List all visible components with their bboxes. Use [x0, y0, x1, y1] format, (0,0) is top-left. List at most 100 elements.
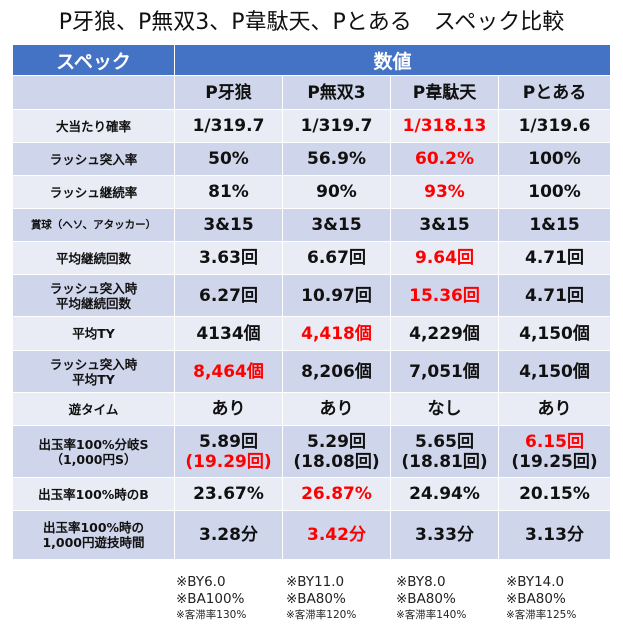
- table-cell: 1/319.7: [282, 109, 391, 143]
- table-cell: 1/319.6: [498, 109, 611, 143]
- table-cell: 100%: [498, 175, 611, 209]
- table-row: ラッシュ突入時 平均TY 8,464個 8,206個 7,051個 4,150個: [12, 350, 611, 393]
- spec-comparison-table: スペック 数値 P牙狼 P無双3 P韋駄天 Pとある 大当たり確率 1/319.…: [12, 44, 611, 560]
- table-cell: 100%: [498, 142, 611, 176]
- table-cell: なし: [390, 392, 499, 426]
- table-cell-highlight: 4,418個: [282, 316, 391, 351]
- table-cell: 1&15: [498, 208, 611, 242]
- empty-corner-cell: [12, 75, 175, 110]
- machine-name-idaten: P韋駄天: [390, 75, 499, 110]
- table-cell: 20.15%: [498, 477, 611, 511]
- table-row: 出玉率100%時の 1,000円遊技時間 3.28分 3.42分 3.33分 3…: [12, 510, 611, 560]
- table-row: 平均TY 4134個 4,418個 4,229個 4,150個: [12, 316, 611, 351]
- footnote-ba: ※BA80%: [396, 591, 456, 607]
- row-label: 出玉率100%分岐S （1,000円S）: [12, 425, 175, 478]
- footnote-by: ※BY11.0: [286, 574, 345, 590]
- table-cell: 3.13分: [498, 510, 611, 560]
- row-label-line: 出玉率100%時の: [42, 520, 145, 535]
- table-cell: 23.67%: [174, 477, 283, 511]
- row-label: ラッシュ突入時 平均継続回数: [12, 274, 175, 317]
- table-row: 大当たり確率 1/319.7 1/319.7 1/318.13 1/319.6: [12, 109, 611, 143]
- table-cell: 10.97回: [282, 274, 391, 317]
- table-cell-highlight: 15.36回: [390, 274, 499, 317]
- table-cell: 5.29回 (18.08回): [282, 425, 391, 478]
- table-cell-highlight: 26.87%: [282, 477, 391, 511]
- table-cell: 3&15: [390, 208, 499, 242]
- table-row: 賞球（ヘソ、アタッカー） 3&15 3&15 3&15 1&15: [12, 208, 611, 242]
- table-cell: 3&15: [282, 208, 391, 242]
- table-cell: 4,229個: [390, 316, 499, 351]
- cell-main-value-highlight: 6.15回: [525, 431, 584, 452]
- table-cell: 5.65回 (18.81回): [390, 425, 499, 478]
- row-label: 平均TY: [12, 316, 175, 351]
- table-row: 平均継続回数 3.63回 6.67回 9.64回 4.71回: [12, 241, 611, 275]
- table-cell-highlight: 60.2%: [390, 142, 499, 176]
- footnote-ba: ※BA80%: [506, 591, 566, 607]
- row-label: ラッシュ突入率: [12, 142, 175, 176]
- table-cell: 4.71回: [498, 274, 611, 317]
- spec-header: スペック: [12, 44, 175, 76]
- cell-sub-value: (18.08回): [293, 451, 380, 472]
- table-row: ラッシュ継続率 81% 90% 93% 100%: [12, 175, 611, 209]
- table-cell: 7,051個: [390, 350, 499, 393]
- table-cell: 8,206個: [282, 350, 391, 393]
- table-row: ラッシュ突入率 50% 56.9% 60.2% 100%: [12, 142, 611, 176]
- footnote-stay-rate: ※客滞率125%: [506, 609, 577, 621]
- table-cell: 3.63回: [174, 241, 283, 275]
- machine-name-musou3: P無双3: [282, 75, 391, 110]
- row-label: ラッシュ継続率: [12, 175, 175, 209]
- row-label: 出玉率100%時の 1,000円遊技時間: [12, 510, 175, 560]
- row-label-line: 平均TY: [72, 371, 115, 387]
- row-label: 出玉率100%時のB: [12, 477, 175, 511]
- table-cell-highlight: 1/318.13: [390, 109, 499, 143]
- page-title: P牙狼、P無双3、P韋駄天、Pとある スペック比較: [58, 10, 565, 35]
- footnote-by: ※BY8.0: [396, 574, 446, 590]
- table-cell: 56.9%: [282, 142, 391, 176]
- table-row: 出玉率100%時のB 23.67% 26.87% 24.94% 20.15%: [12, 477, 611, 511]
- table-cell: 1/319.7: [174, 109, 283, 143]
- row-label-line: 出玉率100%分岐S: [38, 436, 149, 452]
- footnote-by: ※BY14.0: [506, 574, 565, 590]
- footnote-block: ※BY14.0 ※BA80% ※客滞率125%: [506, 574, 576, 622]
- footnote-stay-rate: ※客滞率140%: [396, 609, 467, 621]
- table-cell: 4134個: [174, 316, 283, 351]
- row-label-line: ラッシュ突入時: [49, 356, 138, 372]
- table-cell: 6.27回: [174, 274, 283, 317]
- table-cell: 90%: [282, 175, 391, 209]
- cell-sub-value: (19.25回): [511, 451, 598, 472]
- table-cell: 4,150個: [498, 350, 611, 393]
- table-row: 出玉率100%分岐S （1,000円S） 5.89回 (19.29回) 5.29…: [12, 425, 611, 478]
- footnote-stay-rate: ※客滞率130%: [176, 609, 247, 621]
- row-label-line: （1,000円S）: [50, 451, 137, 467]
- table-cell: あり: [282, 392, 391, 426]
- row-label: 大当たり確率: [12, 109, 175, 143]
- machine-name-row: P牙狼 P無双3 P韋駄天 Pとある: [12, 75, 611, 110]
- table-cell: 50%: [174, 142, 283, 176]
- table-cell: 6.67回: [282, 241, 391, 275]
- table-cell: 3.28分: [174, 510, 283, 560]
- table-cell-highlight: 8,464個: [174, 350, 283, 393]
- footnote-block: ※BY8.0 ※BA80% ※客滞率140%: [396, 574, 466, 622]
- footnote-ba: ※BA80%: [286, 591, 346, 607]
- row-label: 遊タイム: [12, 392, 175, 426]
- row-label: ラッシュ突入時 平均TY: [12, 350, 175, 393]
- table-cell: 24.94%: [390, 477, 499, 511]
- cell-main-value: 5.29回: [307, 431, 366, 452]
- cell-main-value: 5.65回: [415, 431, 474, 452]
- footnote-ba: ※BA100%: [176, 591, 245, 607]
- machine-name-toaru: Pとある: [498, 75, 611, 110]
- table-cell: 4.71回: [498, 241, 611, 275]
- footnote-block: ※BY6.0 ※BA100% ※客滞率130%: [176, 574, 246, 622]
- table-row: 遊タイム あり あり なし あり: [12, 392, 611, 426]
- table-cell-highlight: 93%: [390, 175, 499, 209]
- table-row: ラッシュ突入時 平均継続回数 6.27回 10.97回 15.36回 4.71回: [12, 274, 611, 317]
- table-cell-highlight: 9.64回: [390, 241, 499, 275]
- footnote-stay-rate: ※客滞率120%: [286, 609, 357, 621]
- machine-name-garo: P牙狼: [174, 75, 283, 110]
- row-label: 賞球（ヘソ、アタッカー）: [12, 208, 175, 242]
- row-label-line: ラッシュ突入時: [49, 280, 138, 296]
- value-header: 数値: [174, 44, 611, 76]
- table-cell: 3&15: [174, 208, 283, 242]
- table-cell: 5.89回 (19.29回): [174, 425, 283, 478]
- table-cell: 3.33分: [390, 510, 499, 560]
